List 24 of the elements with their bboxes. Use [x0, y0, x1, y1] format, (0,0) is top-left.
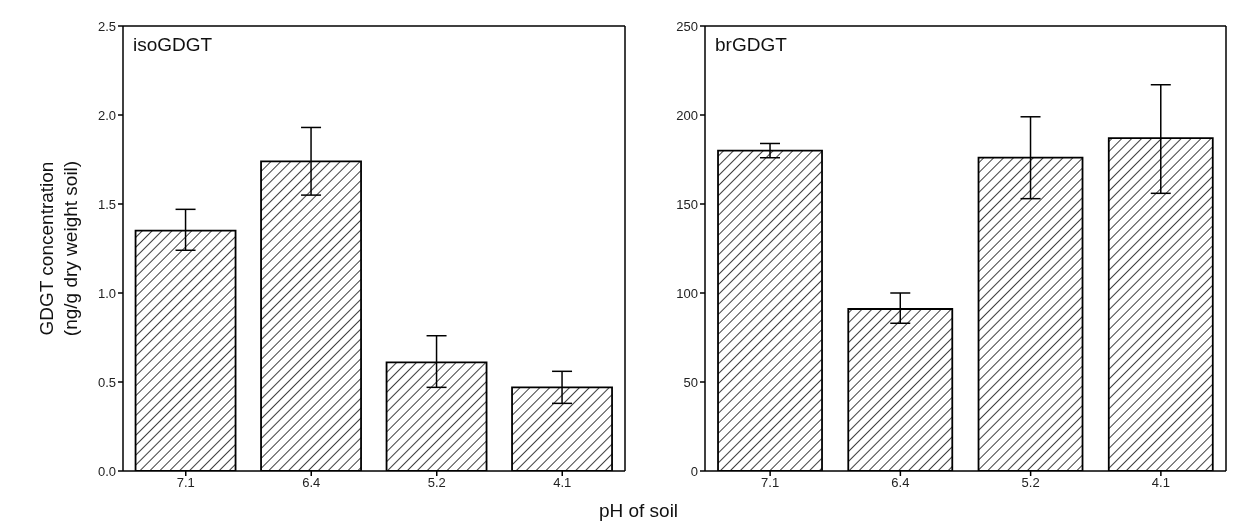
x-tick-label: 7.1	[176, 475, 195, 491]
x-tick-label: 6.4	[891, 475, 910, 491]
y-tick-label: 2.5	[97, 18, 116, 34]
chart-title: brGDGT	[715, 34, 787, 56]
y-tick-label: 250	[676, 18, 698, 34]
x-tick-label: 5.2	[427, 475, 446, 491]
x-tick-label: 4.1	[553, 475, 572, 491]
y-tick-label: 0.5	[97, 374, 116, 390]
chart-title: isoGDGT	[133, 34, 213, 56]
y-tick-label: 150	[676, 196, 698, 212]
y-tick-label: 0.0	[97, 463, 116, 479]
y-tick-label: 200	[676, 107, 698, 123]
x-tick-label: 6.4	[302, 475, 321, 491]
x-tick-label: 5.2	[1021, 475, 1040, 491]
y-tick-label: 2.0	[97, 107, 116, 123]
y-tick-label: 1.0	[97, 285, 116, 301]
y-tick-label: 50	[683, 374, 698, 390]
x-tick-label: 4.1	[1151, 475, 1170, 491]
y-tick-label: 100	[676, 285, 698, 301]
y-tick-label: 1.5	[97, 196, 116, 212]
x-tick-label: 7.1	[761, 475, 780, 491]
x-axis-title: pH of soil	[597, 500, 680, 522]
y-axis-title: GDGT concentration (ng/g dry weight soil)	[36, 160, 81, 337]
y-tick-label: 0	[690, 463, 698, 479]
